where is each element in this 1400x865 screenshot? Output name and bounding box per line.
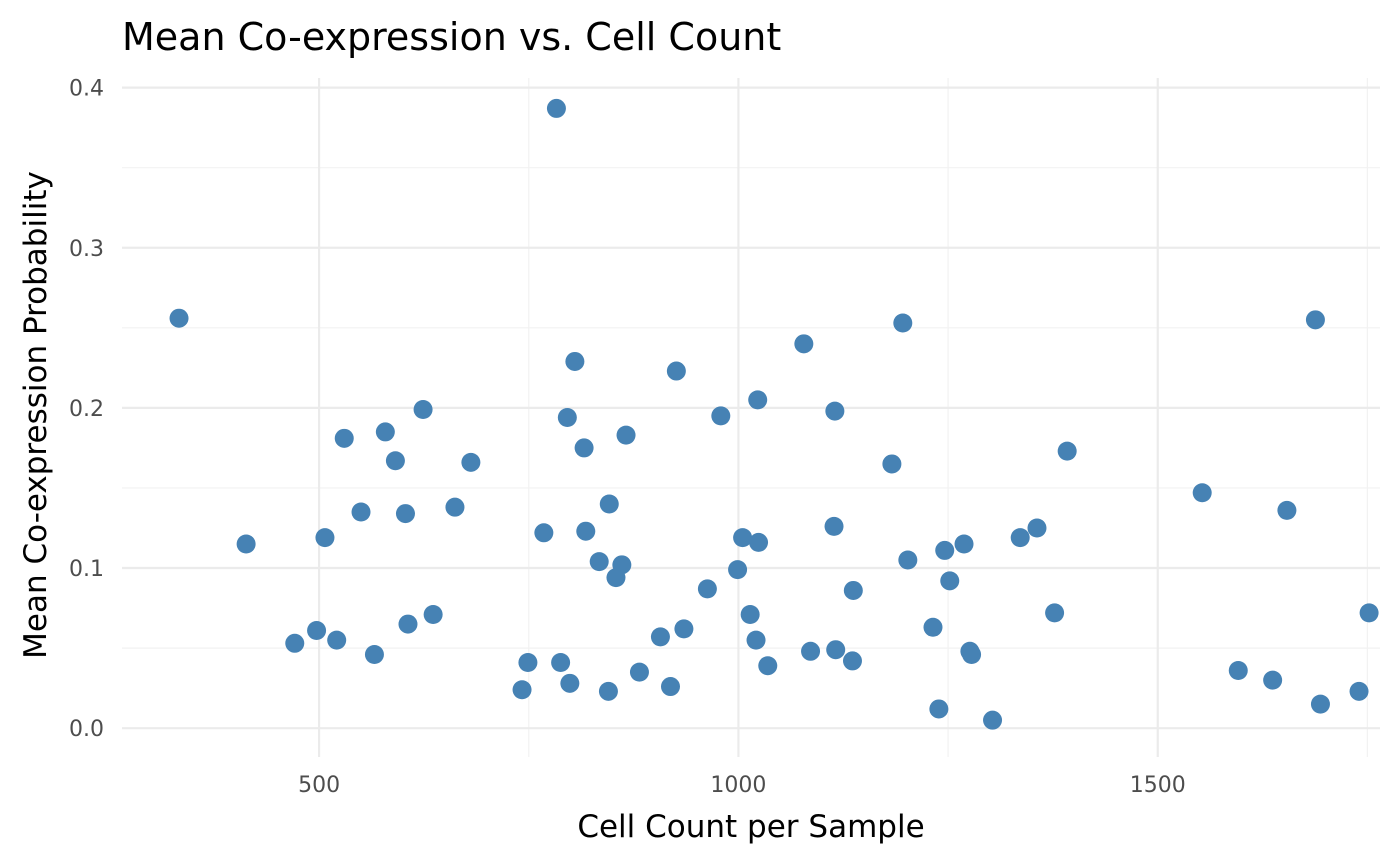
data-point — [546, 98, 566, 118]
data-point — [758, 656, 778, 676]
data-point — [574, 438, 594, 458]
data-point — [598, 681, 618, 701]
data-point — [285, 633, 305, 653]
data-point — [629, 662, 649, 682]
data-point — [599, 494, 619, 514]
data-point — [935, 540, 955, 560]
data-point — [983, 710, 1003, 730]
data-point — [843, 580, 863, 600]
data-point — [398, 614, 418, 634]
data-point — [1192, 483, 1212, 503]
data-point — [728, 560, 748, 580]
data-point — [616, 425, 636, 445]
x-tick-label: 1000 — [710, 773, 766, 798]
y-axis-ticks: 0.0 0.1 0.2 0.3 0.4 — [69, 77, 104, 743]
data-point — [733, 528, 753, 548]
x-axis-label: Cell Count per Sample — [577, 809, 924, 845]
data-point — [962, 645, 982, 665]
data-point — [534, 523, 554, 543]
data-point — [445, 497, 465, 517]
data-point — [512, 680, 532, 700]
minor-gridlines — [122, 78, 1380, 757]
data-point — [1359, 603, 1379, 623]
y-tick-label: 0.2 — [69, 397, 104, 422]
data-point — [748, 390, 768, 410]
data-point — [1349, 681, 1369, 701]
x-tick-label: 1500 — [1130, 773, 1186, 798]
data-point — [740, 604, 760, 624]
data-point — [576, 521, 596, 541]
data-point — [697, 579, 717, 599]
data-point — [364, 645, 384, 665]
data-point — [826, 640, 846, 660]
data-point — [551, 653, 571, 673]
data-point — [327, 630, 347, 650]
data-point — [749, 532, 769, 552]
data-point — [1277, 500, 1297, 520]
data-point — [169, 308, 189, 328]
data-point — [423, 604, 443, 624]
data-point — [825, 401, 845, 421]
data-point — [954, 534, 974, 554]
data-point — [334, 428, 354, 448]
data-point — [842, 651, 862, 671]
data-point — [612, 555, 632, 575]
data-point — [940, 571, 960, 591]
data-point — [375, 422, 395, 442]
data-point — [560, 673, 580, 693]
data-point — [882, 454, 902, 474]
data-point — [315, 528, 335, 548]
data-point — [1010, 528, 1030, 548]
data-point — [518, 653, 538, 673]
data-point — [898, 550, 918, 570]
data-point — [674, 619, 694, 639]
data-point — [307, 620, 327, 640]
data-point — [1305, 310, 1325, 330]
data-point — [929, 699, 949, 719]
data-point — [413, 399, 433, 419]
data-point — [236, 534, 256, 554]
chart-title: Mean Co-expression vs. Cell Count — [122, 15, 781, 59]
x-tick-label: 500 — [298, 773, 340, 798]
data-point — [650, 627, 670, 647]
data-point — [351, 502, 371, 522]
data-point — [1045, 603, 1065, 623]
data-point — [923, 617, 943, 637]
data-point — [1057, 441, 1077, 461]
data-point — [893, 313, 913, 333]
data-point — [589, 552, 609, 572]
data-point — [794, 334, 814, 354]
data-point — [1310, 694, 1330, 714]
data-point — [1228, 661, 1248, 681]
data-point — [557, 408, 577, 427]
data-point — [461, 452, 481, 472]
data-point — [385, 451, 405, 471]
y-tick-label: 0.0 — [69, 717, 104, 742]
data-point — [1263, 670, 1283, 690]
data-point — [746, 630, 766, 650]
y-tick-label: 0.3 — [69, 237, 104, 262]
y-tick-label: 0.4 — [69, 77, 104, 102]
data-point — [1027, 518, 1047, 538]
data-points — [169, 98, 1379, 730]
data-point — [711, 406, 731, 426]
y-tick-label: 0.1 — [69, 557, 104, 582]
data-point — [660, 677, 680, 697]
major-gridlines — [122, 78, 1380, 757]
data-point — [801, 641, 821, 661]
data-point — [824, 516, 844, 536]
data-point — [666, 361, 686, 381]
x-axis-ticks: 500 1000 1500 — [298, 773, 1186, 798]
data-point — [395, 504, 415, 524]
y-axis-label: Mean Co-expression Probability — [18, 171, 54, 659]
data-point — [565, 351, 585, 371]
